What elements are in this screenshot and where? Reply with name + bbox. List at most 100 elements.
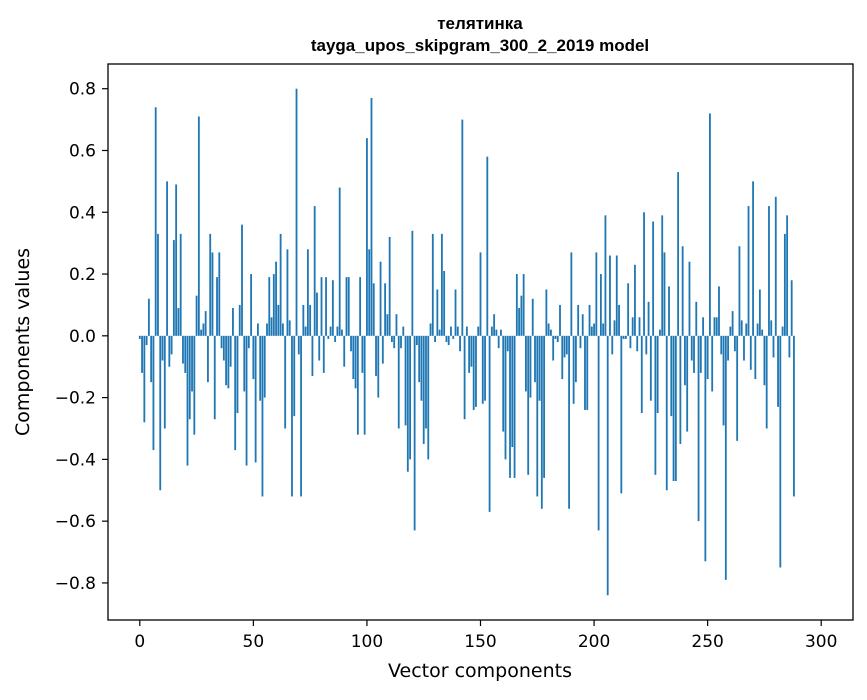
bar-121 (413, 335, 416, 531)
bar-215 (627, 283, 630, 336)
bar-35 (218, 252, 221, 336)
bar-56 (266, 323, 268, 336)
bar-165 (513, 335, 516, 478)
bar-225 (649, 335, 652, 401)
bar-190 (570, 252, 573, 336)
bar-154 (488, 335, 491, 512)
bar-0 (138, 335, 141, 339)
bar-59 (272, 274, 275, 336)
chart-subtitle: tayga_upos_skipgram_300_2_2019 model (311, 36, 649, 55)
bar-274 (761, 329, 764, 336)
bar-57 (268, 277, 271, 336)
bar-288 (793, 335, 795, 497)
bar-192 (574, 335, 577, 383)
bar-94 (352, 335, 355, 380)
bar-246 (697, 335, 700, 522)
bar-64 (284, 335, 287, 429)
bar-18 (179, 233, 182, 336)
bar-88 (338, 187, 341, 336)
bar-85 (331, 280, 334, 336)
bar-233 (668, 286, 670, 336)
bar-103 (372, 283, 375, 336)
bar-19 (182, 335, 184, 364)
bar-275 (763, 335, 766, 386)
bar-206 (606, 335, 609, 596)
bar-87 (336, 326, 339, 336)
bar-166 (515, 274, 518, 336)
bar-129 (431, 233, 434, 336)
bar-197 (586, 335, 589, 410)
bar-25 (195, 295, 198, 336)
bar-100 (366, 138, 368, 336)
bar-175 (536, 335, 539, 497)
bar-198 (588, 304, 591, 336)
bar-267 (745, 323, 748, 336)
bar-256 (720, 335, 723, 355)
bar-83 (327, 335, 330, 339)
bar-135 (445, 335, 448, 342)
bar-252 (711, 335, 714, 392)
bar-51 (254, 335, 257, 463)
bar-173 (531, 298, 534, 336)
bar-187 (563, 335, 566, 358)
bar-142 (461, 119, 464, 336)
bar-44 (238, 304, 241, 336)
bar-231 (663, 252, 666, 336)
bar-163 (509, 335, 511, 478)
bar-260 (729, 326, 732, 336)
bar-144 (465, 326, 468, 336)
bar-149 (477, 326, 480, 336)
bar-263 (736, 335, 739, 441)
bar-216 (629, 335, 632, 349)
bar-75 (309, 304, 312, 336)
bar-157 (495, 329, 498, 336)
bar-178 (543, 335, 546, 478)
bar-170 (525, 335, 527, 392)
bar-13 (168, 335, 171, 367)
bar-36 (220, 335, 223, 349)
bar-146 (470, 335, 473, 367)
bar-271 (754, 335, 757, 380)
bar-281 (777, 335, 779, 407)
bar-189 (568, 335, 570, 509)
bar-247 (699, 335, 702, 373)
bar-41 (232, 308, 234, 336)
bar-217 (631, 317, 634, 336)
bar-183 (554, 335, 557, 339)
bar-159 (500, 329, 502, 336)
bar-114 (397, 335, 400, 429)
bar-194 (579, 335, 582, 349)
bar-74 (306, 249, 309, 336)
x-tick-label: 250 (691, 632, 723, 652)
bar-38 (225, 335, 228, 386)
bar-200 (593, 323, 595, 336)
bar-177 (540, 335, 543, 509)
x-axis-ticks: 0 50 100 150 200 250 300 (134, 620, 837, 652)
bar-66 (288, 320, 291, 336)
bar-151 (481, 335, 484, 404)
bar-238 (679, 335, 682, 444)
bar-98 (361, 335, 364, 373)
bar-80 (320, 277, 323, 336)
y-tick-label: 0.6 (69, 141, 96, 161)
y-tick-label: 0.8 (69, 80, 96, 100)
bar-117 (404, 335, 407, 426)
bar-134 (443, 270, 446, 336)
bar-115 (400, 335, 402, 349)
bar-214 (624, 335, 627, 339)
bar-220 (638, 317, 641, 336)
bar-283 (781, 326, 784, 336)
bar-23 (191, 335, 193, 392)
bar-72 (302, 304, 305, 336)
bar-60 (275, 261, 277, 336)
bar-230 (661, 215, 664, 336)
bar-54 (261, 335, 264, 497)
chart-title: телятинка (437, 14, 523, 33)
bar-1 (141, 335, 143, 373)
bar-248 (702, 317, 704, 336)
bar-273 (758, 289, 761, 336)
bar-255 (718, 286, 720, 336)
x-tick-label: 100 (351, 632, 383, 652)
bar-7 (154, 107, 157, 336)
bar-254 (715, 317, 718, 336)
